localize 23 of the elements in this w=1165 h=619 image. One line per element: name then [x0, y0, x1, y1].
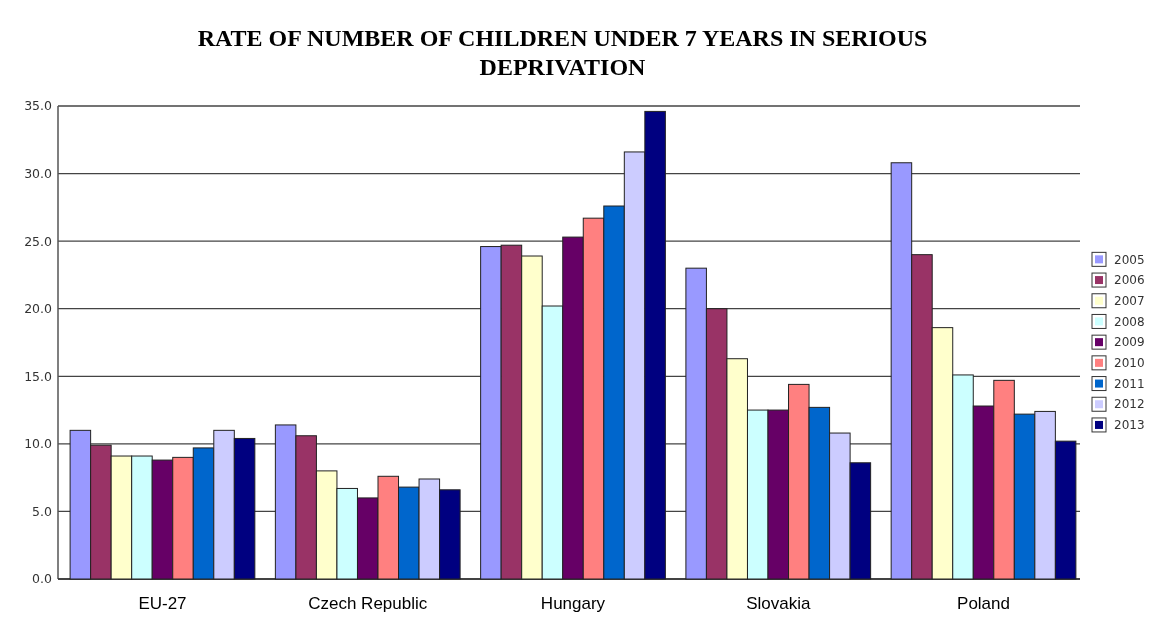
- legend-label: 2006: [1114, 273, 1145, 288]
- x-tick-label: Czech Republic: [308, 594, 428, 613]
- legend-label: 2007: [1114, 293, 1145, 308]
- legend-label: 2005: [1114, 252, 1145, 267]
- y-tick-label: 20.0: [24, 301, 53, 317]
- y-tick-label: 10.0: [24, 436, 53, 452]
- y-tick-label: 25.0: [24, 233, 53, 249]
- legend-label: 2011: [1114, 376, 1145, 391]
- y-tick-label: 15.0: [24, 368, 53, 384]
- legend-label: 2012: [1114, 397, 1145, 412]
- legend-label: 2010: [1114, 356, 1145, 371]
- x-tick-label: Slovakia: [746, 594, 811, 613]
- legend-label: 2013: [1114, 418, 1145, 433]
- y-tick-label: 30.0: [24, 165, 53, 181]
- x-tick-label: EU-27: [138, 594, 187, 613]
- y-tick-label: 0.0: [32, 571, 53, 587]
- chart-title: RATE OF NUMBER OF CHILDREN UNDER 7 YEARS IN SERIOUS DEPRIVATION: [197, 25, 928, 80]
- legend-label: 2009: [1114, 335, 1145, 350]
- x-tick-label: Poland: [957, 594, 1010, 613]
- y-tick-label: 5.0: [32, 503, 53, 519]
- y-tick-label: 35.0: [24, 98, 53, 114]
- legend-label: 2008: [1114, 314, 1145, 329]
- x-tick-label: Hungary: [540, 594, 606, 613]
